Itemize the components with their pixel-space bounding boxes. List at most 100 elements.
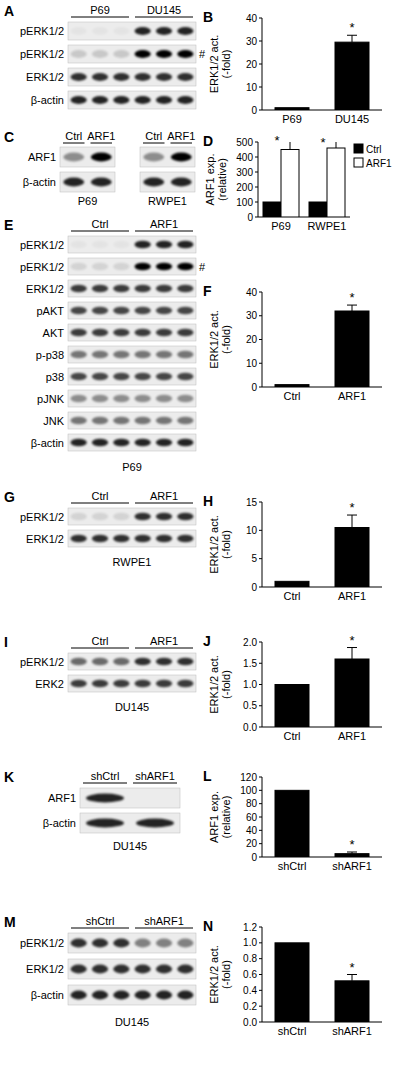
x-tick-label: RWPE1 [308,220,347,232]
bar [275,385,309,387]
band [156,965,172,974]
y-tick [259,857,262,858]
blot-strip [68,346,196,363]
band [71,417,87,424]
blot-strip [68,530,196,547]
marks [275,35,369,110]
y-tick-label: 0 [251,105,257,116]
y-axis-label: ARF1 exp. [208,791,220,843]
y-tick [259,974,262,975]
bar [281,150,299,218]
band [71,965,87,974]
y-axis-label: ERK1/2 act. [208,310,220,369]
band [135,285,151,292]
y-tick-label: 80 [246,798,258,809]
blot-panel-g: GCtrlARF1RWPE1pERK1/2ERK1/2 [4,489,196,568]
y-tick-label: 40 [246,825,258,836]
y-tick-label: 10 [246,358,258,369]
y-tick-label: 15 [246,497,258,508]
x-tick-label: shARF1 [332,1025,372,1037]
y-tick [255,187,258,188]
significance: * [349,20,354,35]
row-label: ARF1 [48,792,76,804]
blot-strip [80,788,180,808]
band [113,27,129,35]
blot-strip [68,959,196,979]
row-label: β-actin [43,817,76,829]
group-line [71,17,129,18]
x-tick-label: shARF1 [332,860,372,872]
band [156,263,172,270]
bar [335,528,369,588]
group-line [71,648,129,649]
group-line [135,231,193,232]
band [135,27,151,35]
y-tick [259,41,262,42]
y-tick-label: 0 [247,212,253,223]
band [135,329,151,336]
blot-strip [140,172,195,192]
group-line [135,648,193,649]
y-tick-label: 40 [246,13,258,24]
band [71,96,87,104]
group-label: P69 [90,4,110,16]
group-label: DU145 [147,4,181,16]
y-tick-label: 1.5 [243,658,257,669]
row-label: ERK1/2 [26,963,64,975]
y-tick-label: 2.0 [243,637,257,648]
group-line [135,17,193,18]
band [156,939,172,948]
group-line [71,231,129,232]
cell-line-label: DU145 [115,701,149,713]
row-label: β-actin [31,989,64,1001]
panel-letter: H [203,493,213,509]
y-tick-label: 100 [236,197,253,208]
band [92,439,108,446]
group-line [83,783,127,784]
band [177,373,193,380]
legend-swatch [354,158,363,167]
y-axis-label: ERK1/2 act. [208,515,220,574]
row-label: pERK1/2 [20,25,64,37]
blot-strip [68,508,196,525]
bar [275,790,309,857]
band [92,680,108,687]
panel-letter: L [203,768,212,784]
marks [275,515,369,587]
band [113,96,129,104]
band [71,50,87,58]
blot-strip [68,45,196,63]
y-tick [255,217,258,218]
group-line [71,928,129,929]
bar [309,202,327,217]
band [92,307,108,314]
bar [335,311,369,387]
blot-strip [68,280,196,297]
group-label: Ctrl [91,490,108,502]
blot-strip [68,91,196,109]
band [177,27,193,35]
band [91,153,112,162]
band [177,50,193,58]
panel-letter: I [4,634,8,650]
cell-line-label: DU145 [113,840,147,852]
band [92,965,108,974]
bar [335,854,369,857]
blot-strip [60,172,115,192]
x-tick-label: DU145 [335,113,369,125]
y-axis-label: (-fold) [220,325,232,354]
band [113,658,129,665]
band [92,417,108,424]
band [92,351,108,358]
row-note: # [199,261,206,273]
y-tick [259,110,262,111]
blot-panel-c: CCtrlARF1P69ARF1β-actinCtrlARF1RWPE1 [4,129,195,207]
band [171,153,192,162]
band [156,73,172,81]
blot-panel-i: ICtrlARF1DU145pERK1/2ERK2 [4,634,196,713]
bar [335,659,369,727]
y-tick-label: 120 [240,772,257,783]
band [113,351,129,358]
band [71,285,87,292]
band [92,73,108,81]
